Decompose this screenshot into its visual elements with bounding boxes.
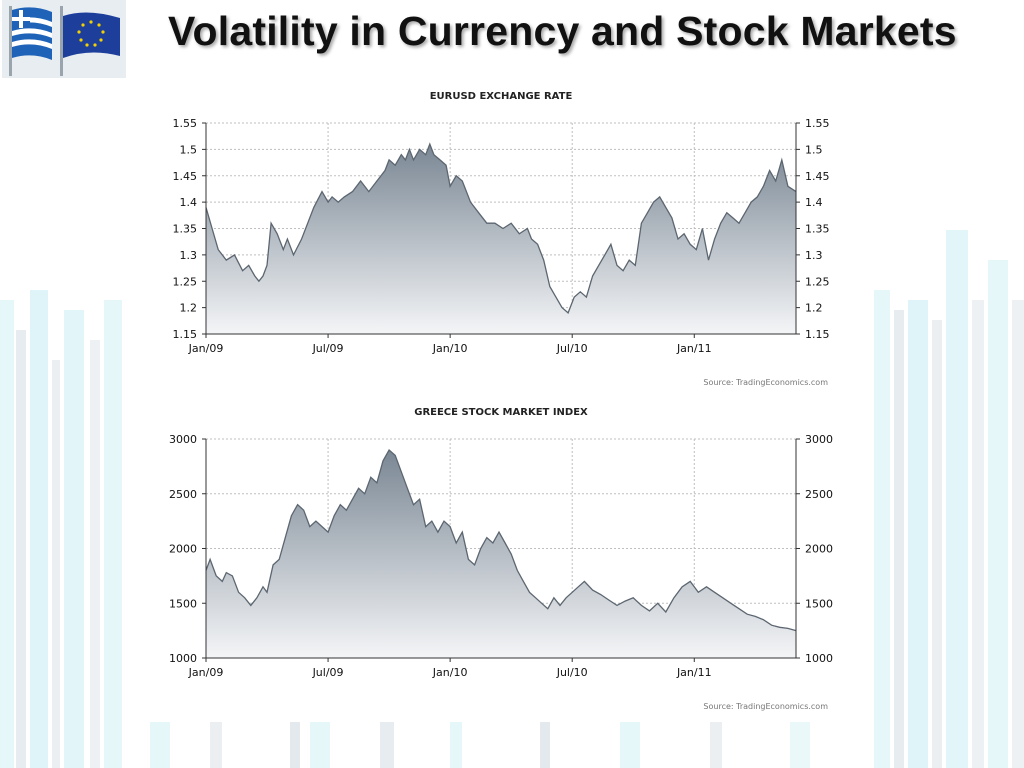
y-tick-label-right: 2000 bbox=[805, 543, 833, 556]
stripe bbox=[90, 340, 100, 768]
bottom-stripe-decoration bbox=[150, 722, 874, 768]
stripe bbox=[710, 722, 722, 768]
y-tick-label-right: 1.4 bbox=[805, 196, 823, 209]
chart-title: EURUSD EXCHANGE RATE bbox=[430, 91, 573, 102]
chart-title: GREECE STOCK MARKET INDEX bbox=[414, 407, 588, 418]
stripe bbox=[972, 300, 984, 768]
series-area bbox=[206, 450, 796, 658]
y-tick-label-right: 1.15 bbox=[805, 328, 830, 341]
y-tick-label-right: 1.5 bbox=[805, 143, 823, 156]
y-tick-label-right: 1.35 bbox=[805, 223, 830, 236]
y-tick-label-right: 1000 bbox=[805, 652, 833, 665]
y-tick-label-left: 3000 bbox=[169, 433, 197, 446]
stripe bbox=[380, 722, 394, 768]
y-tick-label-left: 1.3 bbox=[180, 249, 198, 262]
y-tick-label-left: 1000 bbox=[169, 652, 197, 665]
y-tick-label-left: 1.2 bbox=[180, 302, 198, 315]
y-tick-label-left: 1.35 bbox=[173, 223, 198, 236]
stripe bbox=[0, 300, 14, 768]
stripe bbox=[450, 722, 462, 768]
y-tick-label-right: 1.25 bbox=[805, 275, 830, 288]
y-tick-label-right: 1500 bbox=[805, 597, 833, 610]
stripe bbox=[30, 290, 48, 768]
y-tick-label-left: 1.4 bbox=[180, 196, 198, 209]
stripe bbox=[16, 330, 26, 768]
slide-title: Volatility in Currency and Stock Markets bbox=[168, 8, 957, 54]
stripe bbox=[210, 722, 222, 768]
series-line bbox=[205, 448, 797, 632]
y-tick-label-left: 1500 bbox=[169, 597, 197, 610]
stripe bbox=[894, 310, 904, 768]
left-stripe-decoration bbox=[0, 0, 130, 768]
x-tick-label: Jul/09 bbox=[312, 666, 344, 679]
chart-source: Source: TradingEconomics.com bbox=[703, 378, 828, 387]
y-tick-label-right: 3000 bbox=[805, 433, 833, 446]
stripe bbox=[104, 300, 122, 768]
x-tick-label: Jul/10 bbox=[556, 666, 588, 679]
stripe bbox=[310, 722, 330, 768]
stripe bbox=[52, 360, 60, 768]
x-tick-label: Jan/11 bbox=[676, 342, 712, 355]
x-tick-label: Jan/10 bbox=[432, 666, 468, 679]
stripe bbox=[620, 722, 640, 768]
x-tick-label: Jul/09 bbox=[312, 342, 344, 355]
y-tick-label-left: 1.25 bbox=[173, 275, 198, 288]
y-tick-label-right: 1.55 bbox=[805, 117, 830, 130]
y-tick-label-left: 1.5 bbox=[180, 143, 198, 156]
eurusd-chart: EURUSD EXCHANGE RATE Source: TradingEcon… bbox=[173, 91, 830, 387]
stripe bbox=[874, 290, 890, 768]
y-tick-label-right: 1.45 bbox=[805, 170, 830, 183]
series-line bbox=[205, 142, 797, 314]
stripe bbox=[64, 310, 84, 768]
x-tick-label: Jan/09 bbox=[188, 666, 224, 679]
right-stripe-decoration bbox=[874, 0, 1024, 768]
stripe bbox=[932, 320, 942, 768]
eurusd-chart-panel: EURUSD EXCHANGE RATE Source: TradingEcon… bbox=[158, 80, 848, 398]
stripe bbox=[290, 722, 300, 768]
y-tick-label-left: 1.15 bbox=[173, 328, 198, 341]
y-tick-label-left: 2000 bbox=[169, 543, 197, 556]
chart-source: Source: TradingEconomics.com bbox=[703, 702, 828, 711]
y-tick-label-left: 2500 bbox=[169, 488, 197, 501]
y-tick-label-right: 1.2 bbox=[805, 302, 823, 315]
stripe bbox=[988, 260, 1008, 768]
y-tick-label-left: 1.45 bbox=[173, 170, 198, 183]
x-tick-label: Jan/11 bbox=[676, 666, 712, 679]
stripe bbox=[1012, 300, 1024, 768]
y-tick-label-left: 1.55 bbox=[173, 117, 198, 130]
stripe bbox=[540, 722, 550, 768]
stripe bbox=[790, 722, 810, 768]
stripe bbox=[908, 300, 928, 768]
stripe bbox=[946, 230, 968, 768]
x-tick-label: Jul/10 bbox=[556, 342, 588, 355]
y-tick-label-right: 1.3 bbox=[805, 249, 823, 262]
greece-index-chart: GREECE STOCK MARKET INDEX Source: Tradin… bbox=[169, 407, 833, 711]
greece-index-chart-panel: GREECE STOCK MARKET INDEX Source: Tradin… bbox=[158, 398, 848, 722]
series-area bbox=[206, 144, 796, 334]
greece-eu-flags-icon bbox=[2, 0, 126, 78]
x-tick-label: Jan/10 bbox=[432, 342, 468, 355]
y-tick-label-right: 2500 bbox=[805, 488, 833, 501]
stripe bbox=[150, 722, 170, 768]
x-tick-label: Jan/09 bbox=[188, 342, 224, 355]
